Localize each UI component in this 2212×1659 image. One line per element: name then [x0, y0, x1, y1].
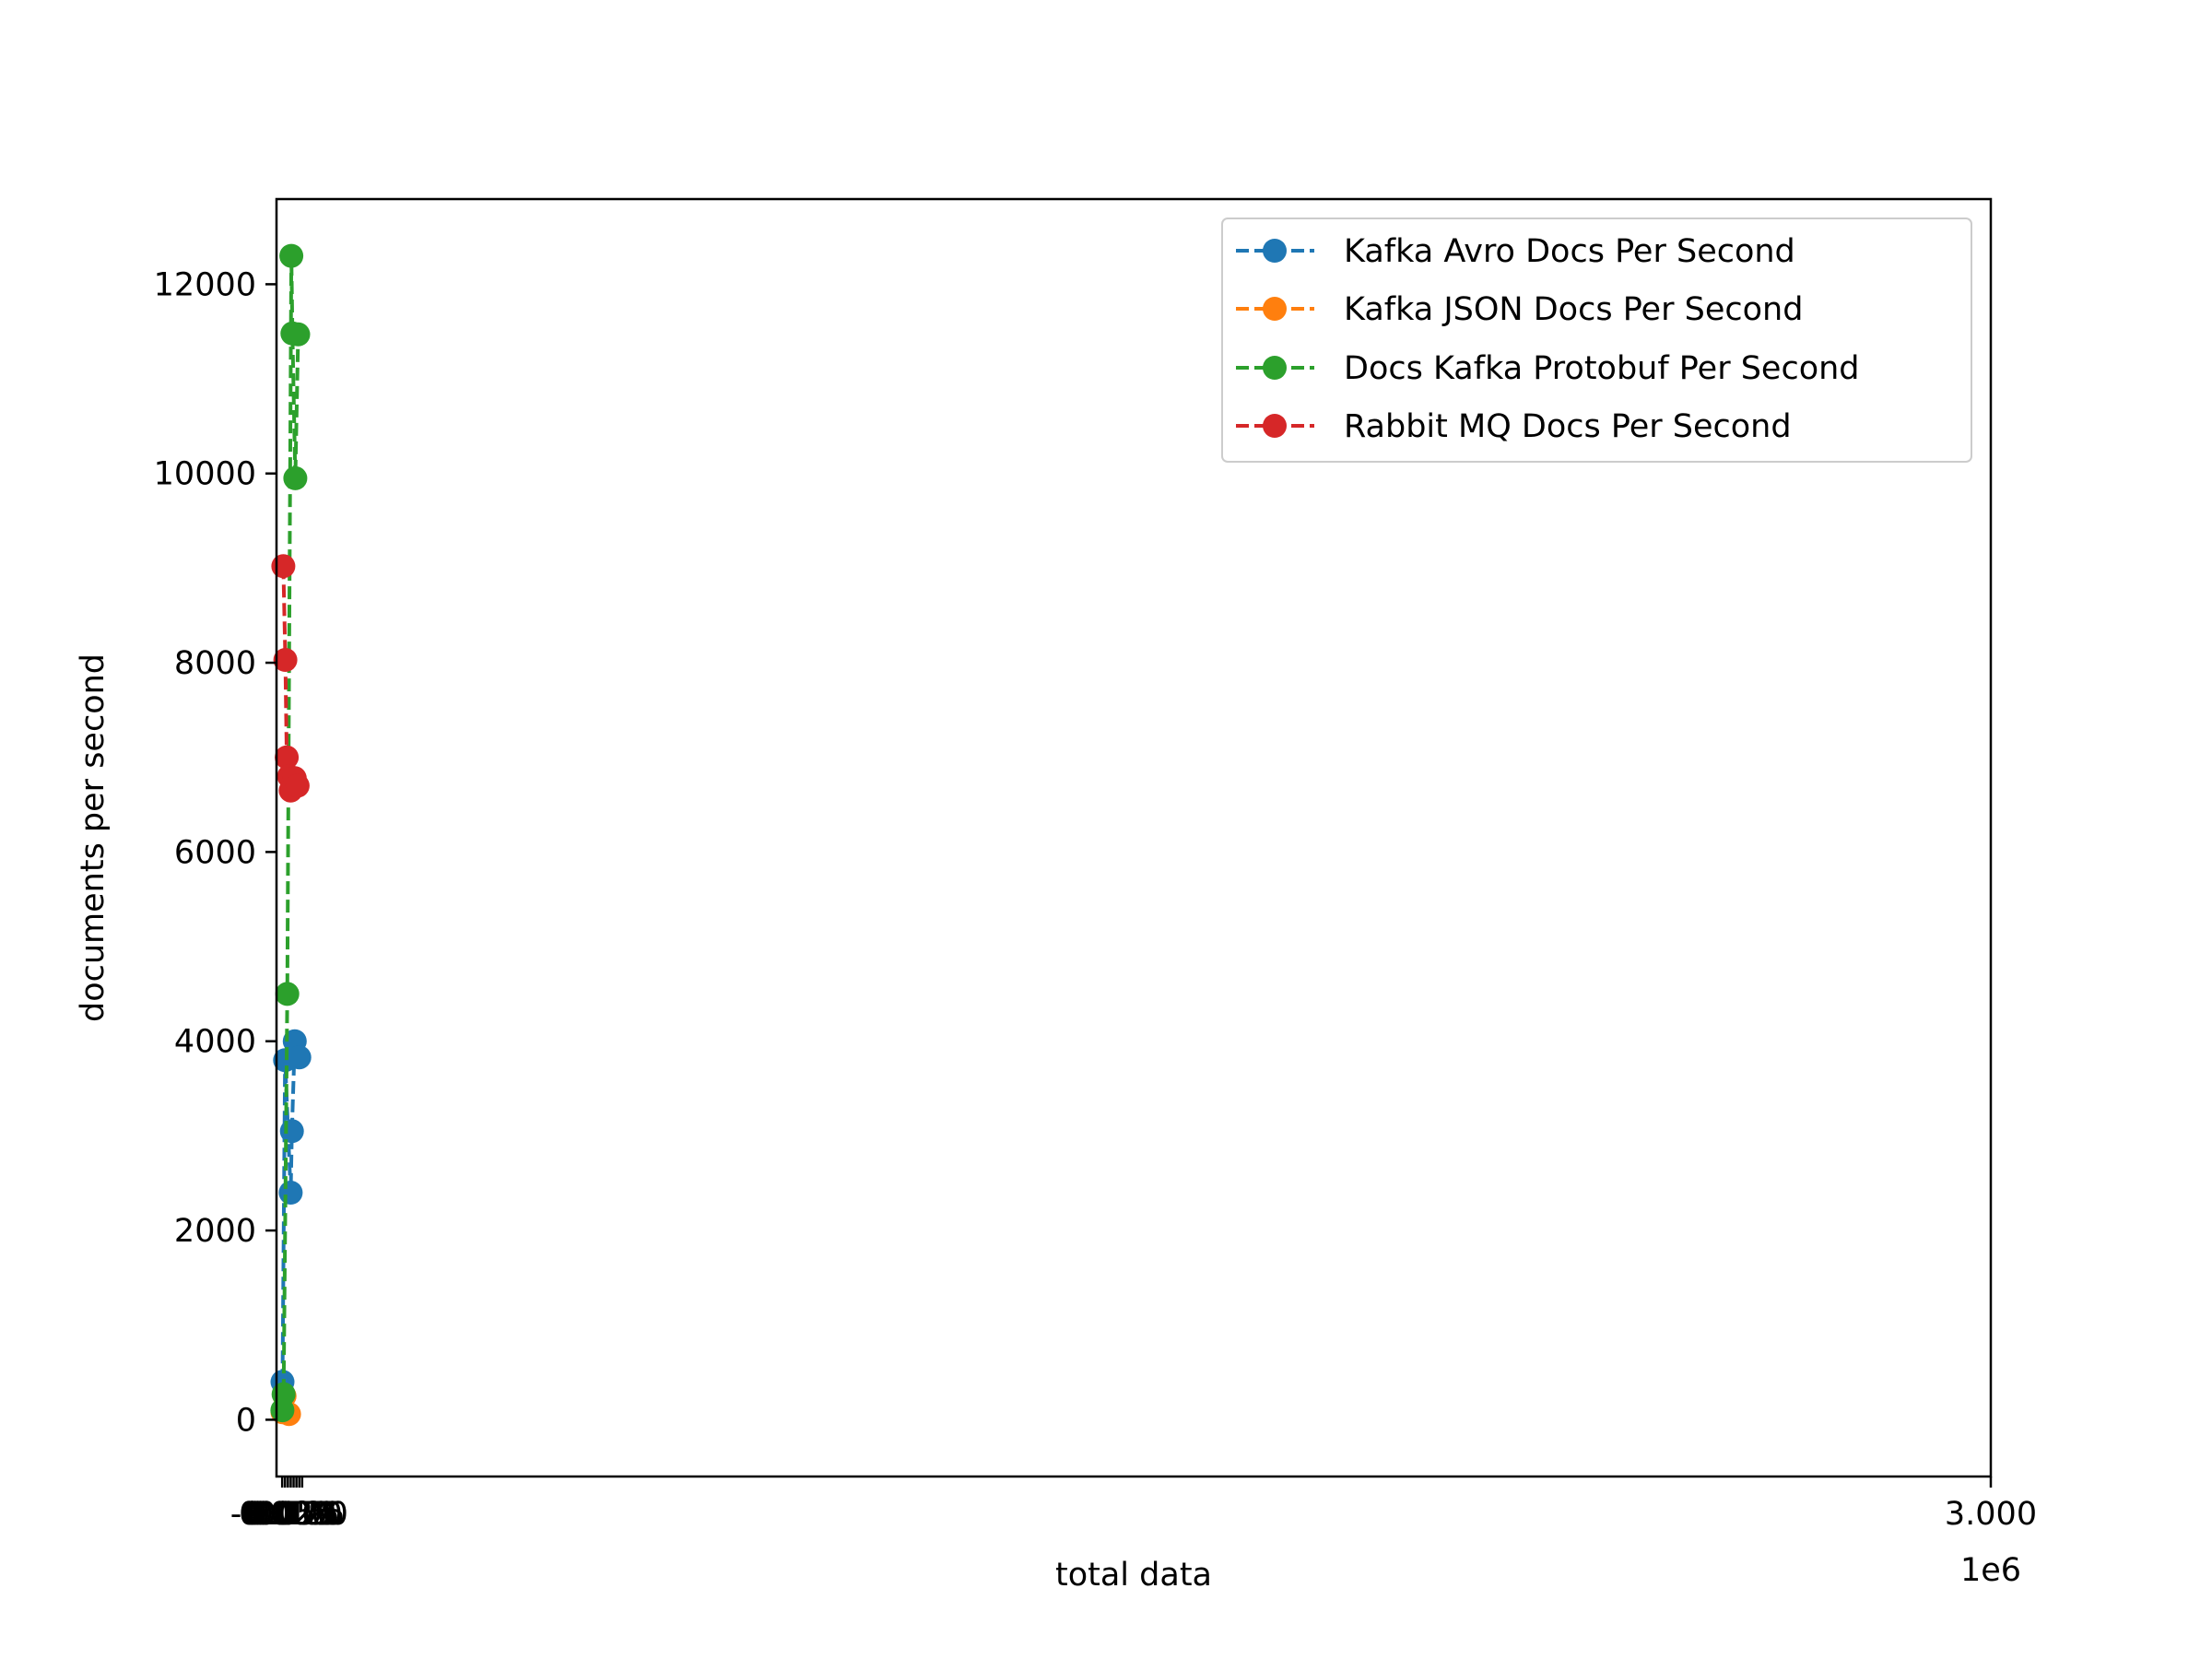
data-point-0-5 [287, 1045, 312, 1070]
legend-box [1221, 218, 1972, 463]
data-point-3-2 [275, 745, 300, 770]
x-tick-label-3: 0.050 [244, 1496, 336, 1533]
x-tick-label-5: 0.100 [251, 1496, 343, 1533]
legend-entry-kafka-json: Kafka JSON Docs Per Second [1236, 291, 1803, 328]
data-point-2-6 [286, 322, 311, 347]
y-axis-ticks: 0 2000 4000 6000 8000 10000 12000 [154, 266, 276, 1439]
x-tick-label-6: 0.125 [253, 1496, 346, 1533]
legend-entry-kafka-avro: Kafka Avro Docs Per Second [1236, 233, 1795, 270]
y-axis-label: documents per second [75, 653, 112, 1022]
x-tick-label-0: -0.025 [230, 1496, 335, 1533]
legend-label-kafka-protobuf: Docs Kafka Protobuf Per Second [1344, 350, 1860, 387]
legend-marker-kafka-protobuf [1263, 356, 1287, 380]
data-point-3-0 [271, 554, 296, 579]
x-tick-label-8: 3.000 [1945, 1496, 2037, 1533]
legend-entry-kafka-protobuf: Docs Kafka Protobuf Per Second [1236, 350, 1860, 387]
x-tick-label-7: 0.150 [256, 1496, 348, 1533]
legend: Kafka Avro Docs Per Second Kafka JSON Do… [1221, 218, 1972, 463]
series-2 [270, 243, 311, 1423]
y-tick-label-6: 12000 [154, 266, 256, 303]
x-tick-label-2: 0.025 [241, 1496, 334, 1533]
data-point-3-6 [285, 773, 310, 798]
y-tick-label-5: 10000 [154, 456, 256, 493]
data-point-2-3 [279, 243, 304, 268]
x-tick-label-1: 0.000 [239, 1496, 331, 1533]
legend-marker-kafka-json [1263, 297, 1287, 321]
legend-label-kafka-json: Kafka JSON Docs Per Second [1344, 291, 1803, 328]
data-point-2-1 [271, 1382, 296, 1406]
x-axis-label: total data [1055, 1557, 1212, 1594]
data-point-2-2 [275, 982, 300, 1006]
legend-label-kafka-avro: Kafka Avro Docs Per Second [1344, 233, 1795, 270]
series-line-2 [280, 255, 300, 1411]
plot-area-frame [275, 197, 1993, 1478]
y-tick-label-2: 4000 [174, 1024, 256, 1061]
legend-label-rabbit-mq: Rabbit MQ Docs Per Second [1344, 408, 1792, 445]
data-point-3-1 [273, 648, 298, 672]
x-axis-ticks: -0.0250.0000.0250.0500.0750.1000.1250.15… [230, 1477, 2037, 1533]
data-point-0-2 [278, 1181, 303, 1205]
legend-entry-rabbit-mq: Rabbit MQ Docs Per Second [1236, 408, 1792, 445]
y-tick-label-4: 8000 [174, 645, 256, 682]
y-tick-label-0: 0 [236, 1402, 256, 1439]
data-point-2-5 [283, 465, 308, 490]
y-tick-label-1: 2000 [174, 1213, 256, 1250]
legend-marker-rabbit-mq [1263, 414, 1287, 438]
x-tick-label-4: 0.075 [247, 1496, 339, 1533]
series-layer [270, 243, 312, 1427]
y-tick-label-3: 6000 [174, 834, 256, 871]
legend-marker-kafka-avro [1263, 239, 1287, 263]
x-axis-offset-label: 1e6 [1960, 1552, 2021, 1589]
data-point-0-3 [279, 1119, 304, 1144]
